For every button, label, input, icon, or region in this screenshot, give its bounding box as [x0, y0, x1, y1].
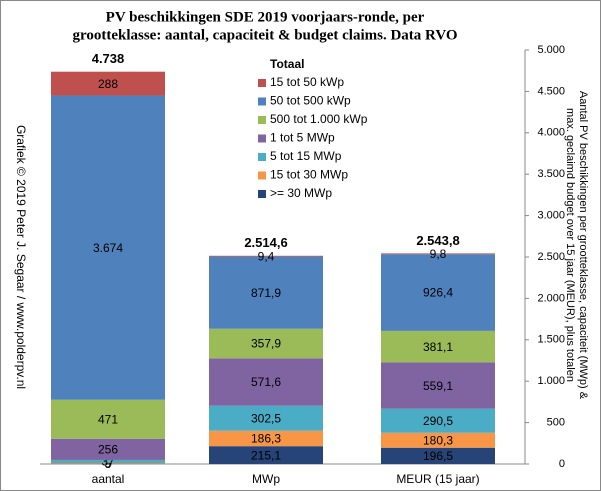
data-label: 256 [98, 443, 118, 457]
y-axis-label: max. geclaimd budget over 15 jaar (MEUR)… [564, 108, 576, 382]
chart-title: PV beschikkingen SDE 2019 voorjaars-rond… [106, 9, 425, 25]
data-label: 180,3 [423, 433, 453, 447]
legend-label: 1 tot 5 MWp [270, 131, 335, 145]
data-label: 357,9 [251, 337, 281, 351]
bar-segment [209, 405, 323, 431]
bar-segment [209, 446, 323, 464]
total-label: 2.543,8 [416, 233, 459, 248]
data-label: 9,8 [430, 247, 447, 261]
bar-segment [51, 463, 165, 464]
bar-segment [381, 362, 495, 409]
y-tick-label: 3.000 [537, 210, 565, 222]
data-label: 3.674 [93, 241, 123, 255]
bar-segment [381, 447, 495, 464]
y-axis-label: Aantal PV beschikkingen per grootteklass… [577, 91, 589, 400]
legend-label: >= 30 MWp [270, 186, 332, 200]
x-tick-label: MWp [252, 472, 280, 486]
bar-segment [209, 255, 323, 257]
data-label: 186,3 [251, 432, 281, 446]
y-tick-label: 1.500 [537, 334, 565, 346]
y-tick-label: 500 [547, 417, 565, 429]
x-tick-label: MEUR (15 jaar) [396, 472, 479, 486]
legend-swatch [258, 79, 266, 87]
legend-label: 50 tot 500 kWp [270, 94, 351, 108]
bar-segment [51, 438, 165, 460]
legend-label: 15 tot 30 MWp [270, 168, 348, 182]
y-tick-label: 3.500 [537, 168, 565, 180]
data-label: 215,1 [251, 448, 281, 462]
bar-segment [381, 330, 495, 363]
credit: Grafiek © 2019 Peter J. Segaar / www.pol… [14, 125, 28, 389]
bar-segment [51, 95, 165, 400]
y-tick-label: 4.000 [537, 127, 565, 139]
legend-swatch [258, 134, 266, 143]
legend-label: 500 tot 1.000 kWp [270, 112, 368, 126]
legend-swatch [258, 97, 266, 106]
x-tick-label: aantal [92, 472, 125, 486]
data-label: 471 [98, 412, 118, 426]
legend-swatch [258, 171, 266, 180]
bar-segment [51, 71, 165, 96]
bar-segment [381, 408, 495, 433]
legend-swatch [258, 116, 266, 124]
bar-segment [209, 358, 323, 406]
data-label: 290,5 [423, 414, 453, 428]
legend-label: 15 tot 50 kWp [270, 75, 344, 89]
legend-title: Totaal [270, 57, 304, 71]
y-tick-label: 4.500 [537, 85, 565, 97]
bar-segment [381, 254, 495, 331]
chart-title: grootteklasse: aantal, capaciteit & budg… [72, 27, 457, 43]
data-label: 302,5 [251, 411, 281, 425]
y-tick-label: 2.500 [537, 251, 565, 263]
y-tick-label: 0 [559, 458, 565, 470]
legend-swatch [258, 153, 266, 161]
bar-segment [209, 256, 323, 329]
legend-swatch [258, 190, 266, 198]
total-label: 4.738 [92, 51, 125, 66]
y-tick-label: 5.000 [537, 44, 565, 56]
bar-segment [381, 253, 495, 255]
y-tick-label: 2.000 [537, 292, 565, 304]
data-label: 571,6 [251, 375, 281, 389]
data-label: 288 [98, 77, 118, 91]
y-tick-label: 1.000 [537, 375, 565, 387]
bar-segment [51, 399, 165, 439]
bar-segment [381, 432, 495, 448]
data-label: 9 [105, 457, 112, 471]
data-label: 3 [105, 457, 112, 471]
total-label: 2.514,6 [244, 235, 287, 250]
bar-segment [209, 430, 323, 447]
data-label: 871,9 [251, 286, 281, 300]
data-label: 381,1 [423, 340, 453, 354]
data-label: 196,5 [423, 449, 453, 463]
data-label: 559,1 [423, 379, 453, 393]
bar-segment [209, 328, 323, 359]
data-label: 9,4 [258, 249, 275, 263]
legend-label: 5 tot 15 MWp [270, 149, 342, 163]
data-label: 926,4 [423, 286, 453, 300]
bar-segment [51, 459, 165, 464]
